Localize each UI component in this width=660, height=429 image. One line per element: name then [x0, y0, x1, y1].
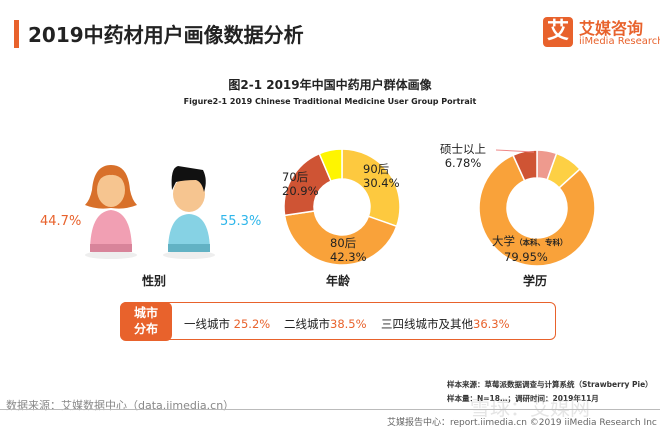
city-item-tier1: 一线城市 25.2%	[184, 317, 271, 331]
education-caption: 学历	[523, 274, 548, 288]
edu-label-master: 硕士以上 6.78%	[440, 142, 486, 170]
gender-figures	[85, 165, 215, 259]
age-label-70s: 70后 20.9%	[282, 170, 319, 198]
age-label-80s: 80后 42.3%	[330, 236, 367, 264]
gender-caption: 性别	[142, 274, 167, 288]
male-percent: 55.3%	[220, 214, 262, 229]
sample-size-note: 样本量：N=18…；调研时间：2019年11月	[447, 394, 599, 403]
female-percent: 44.7%	[40, 214, 82, 229]
male-figure-icon	[163, 166, 215, 259]
sample-source-note: 样本来源：草莓派数据调查与计算系统（Strawberry Pie）	[447, 380, 653, 389]
figure-subtitle: Figure2-1 2019 Chinese Traditional Medic…	[183, 97, 477, 106]
age-label-90s: 90后 30.4%	[363, 162, 400, 190]
leader-line	[496, 149, 535, 153]
female-figure-icon	[85, 165, 137, 259]
figure-title: 图2-1 2019年中国中药用户群体画像	[228, 78, 432, 92]
education-donut-chart	[478, 149, 596, 267]
age-donut-chart	[283, 148, 401, 266]
city-item-tier2: 二线城市38.5%	[284, 317, 367, 331]
age-slice-0	[341, 148, 401, 228]
logo-text-cn: 艾媒咨询	[579, 19, 644, 38]
age-slice-3	[318, 148, 343, 183]
logo-text-en: iiMedia Research	[579, 36, 660, 47]
page-title: 2019中药材用户画像数据分析	[28, 23, 304, 47]
education-slice-2	[478, 154, 596, 267]
edu-label-college: 大学（本科、专科） 79.95%	[492, 234, 568, 264]
title-accent-bar	[14, 20, 19, 48]
city-distribution-tag: 城市 分布	[120, 302, 172, 341]
logo-mark: 艾	[543, 17, 573, 47]
age-caption: 年龄	[326, 274, 351, 288]
footer-report-link[interactable]: 艾媒报告中心：report.iimedia.cn ©2019 iiMedia R…	[387, 418, 657, 428]
watermark: 雪球：艾媒网	[470, 396, 590, 420]
city-item-tier3-plus: 三四线城市及其他36.3%	[381, 317, 510, 331]
footer-divider	[0, 409, 660, 410]
education-slice-3	[512, 149, 538, 182]
data-source: 数据来源：艾媒数据中心（data.iimedia.cn）	[6, 399, 235, 412]
age-slice-1	[283, 210, 398, 266]
